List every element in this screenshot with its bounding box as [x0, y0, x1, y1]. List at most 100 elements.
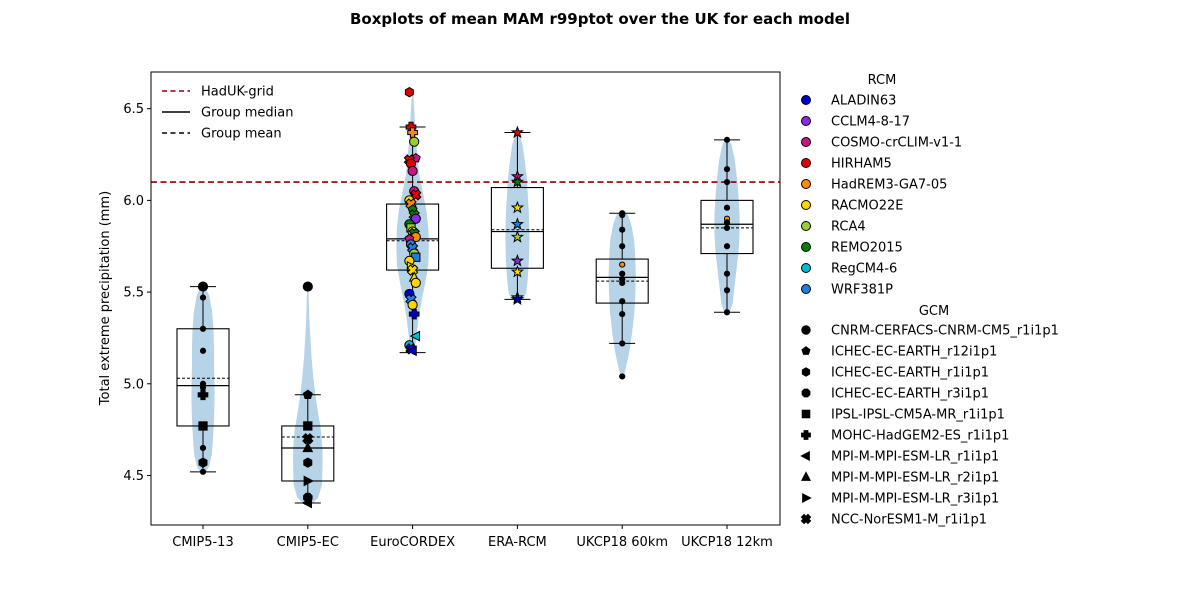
gcm-legend-marker-3 — [801, 388, 811, 398]
point-4-1 — [619, 211, 626, 219]
gcm-legend-marker-9 — [800, 513, 812, 525]
point-4-7 — [619, 279, 626, 287]
point-2-0 — [404, 86, 414, 98]
point-4-9 — [619, 310, 626, 318]
violin-0 — [191, 286, 215, 474]
x-tick-label-5: UKCP18 12km — [681, 535, 773, 550]
point-0-5 — [199, 384, 207, 391]
rcm-legend-label-9: WRF381P — [831, 283, 893, 298]
point-4-11 — [619, 373, 626, 380]
point-0-10 — [199, 468, 207, 475]
point-5-3 — [723, 204, 731, 211]
point-4-10 — [619, 340, 626, 347]
gcm-legend-marker-4 — [801, 409, 811, 419]
point-5-7 — [723, 243, 731, 250]
box-5 — [700, 199, 754, 255]
line-legend: HadUK-grid Group median Group mean — [162, 85, 293, 142]
point-5-8 — [723, 270, 731, 277]
gcm-legend-marker-0 — [801, 325, 811, 335]
gcm-legend-label-7: MPI-M-MPI-ESM-LR_r2i1p1 — [831, 471, 999, 486]
rcm-legend-label-7: REMO2015 — [831, 241, 903, 256]
point-2-14 — [410, 213, 421, 224]
rcm-legend-label-4: HadREM3-GA7-05 — [831, 178, 947, 193]
x-tick-label-2: EuroCORDEX — [370, 535, 455, 550]
point-1-3 — [302, 433, 314, 445]
point-5-0 — [723, 136, 731, 143]
gcm-legend-marker-7 — [800, 471, 812, 481]
point-1-2 — [303, 421, 313, 431]
point-5-5 — [723, 219, 731, 226]
y-tick-label-1: 5.0 — [123, 377, 144, 392]
y-tick-label-3: 6.0 — [123, 194, 144, 209]
gcm-legend-marker-8 — [802, 492, 812, 504]
point-3-3 — [510, 200, 525, 214]
rcm-legend-label-8: RegCM4-6 — [831, 262, 897, 277]
point-5-9 — [723, 287, 731, 294]
rcm-legend-marker-7 — [801, 242, 811, 252]
point-5-6 — [723, 224, 731, 231]
rcm-legend-label-1: CCLM4-8-17 — [831, 115, 910, 130]
point-2-32 — [407, 299, 418, 311]
y-tick-label-0: 4.5 — [123, 469, 144, 484]
point-0-0 — [197, 281, 209, 292]
gcm-legend-label-4: IPSL-IPSL-CM5A-MR_r1i1p1 — [831, 408, 1005, 423]
gcm-legend-label-6: MPI-M-MPI-ESM-LR_r1i1p1 — [831, 450, 999, 465]
rcm-legend-marker-9 — [801, 284, 811, 294]
x-tick-label-3: ERA-RCM — [488, 535, 547, 550]
point-0-7 — [198, 421, 208, 431]
point-3-9 — [510, 292, 525, 306]
point-0-3 — [199, 347, 207, 354]
gcm-legend-label-2: ICHEC-EC-EARTH_r1i1p1 — [831, 366, 989, 381]
rcm-legend-label-2: COSMO-crCLIM-v1-1 — [831, 136, 962, 151]
point-3-6 — [510, 253, 525, 267]
point-3-4 — [510, 217, 525, 230]
point-2-3 — [409, 136, 420, 147]
y-axis-label: Total extreme precipitation (mm) — [98, 191, 113, 406]
point-0-8 — [199, 444, 207, 452]
chart-title: Boxplots of mean MAM r99ptot over the UK… — [350, 10, 850, 28]
point-1-6 — [303, 475, 314, 487]
y-tick-label-2: 5.5 — [123, 286, 144, 301]
rcm-legend-marker-6 — [801, 221, 811, 231]
point-1-1 — [302, 389, 313, 400]
violin-3 — [505, 132, 530, 300]
point-1-8 — [301, 497, 312, 509]
point-4-8 — [619, 298, 626, 305]
rcm-legend-marker-8 — [801, 263, 811, 273]
point-0-6 — [197, 389, 209, 401]
point-5-1 — [723, 166, 731, 173]
gcm-legend-label-8: MPI-M-MPI-ESM-LR_r3i1p1 — [831, 492, 999, 507]
point-5-2 — [723, 178, 731, 186]
point-1-0 — [302, 281, 313, 292]
rcm-legend-marker-1 — [801, 116, 811, 126]
rcm-legend-marker-0 — [801, 95, 811, 105]
legend-line-label-0: HadUK-grid — [201, 85, 274, 100]
point-2-27 — [406, 264, 419, 276]
rcm-legend-label-6: RCA4 — [831, 220, 866, 235]
gcm-legend-label-1: ICHEC-EC-EARTH_r12i1p1 — [831, 345, 997, 360]
rcm-legend-marker-3 — [801, 158, 811, 168]
point-3-7 — [510, 264, 525, 278]
side-legend: RCM ALADIN63 CCLM4-8-17 COSMO-crCLIM-v1-1 HI… — [800, 73, 1059, 528]
point-3-5 — [510, 230, 525, 243]
rcm-legend-label-0: ALADIN63 — [831, 94, 896, 109]
gcm-legend-title: GCM — [919, 304, 949, 319]
point-2-34 — [409, 330, 420, 342]
violin-4 — [608, 211, 636, 377]
gcm-legend-label-5: MOHC-HadGEM2-ES_r1i1p1 — [831, 429, 1009, 444]
gcm-legend-label-3: ICHEC-EC-EARTH_r3i1p1 — [831, 387, 989, 402]
point-3-0 — [510, 125, 525, 139]
point-3-2 — [510, 175, 525, 188]
gcm-legend-marker-5 — [801, 430, 811, 440]
point-4-4 — [619, 261, 626, 268]
axes-frame — [150, 71, 781, 526]
rcm-legend-marker-4 — [801, 179, 811, 189]
point-4-2 — [619, 226, 626, 233]
point-2-27-shape — [406, 264, 419, 276]
point-1-3-shape — [302, 433, 314, 445]
point-1-5 — [303, 457, 313, 468]
point-2-37 — [406, 345, 417, 357]
point-4-5 — [619, 270, 626, 277]
gcm-legend-label-9: NCC-NorESM1-M_r1i1p1 — [831, 513, 987, 528]
point-1-4 — [302, 441, 314, 453]
